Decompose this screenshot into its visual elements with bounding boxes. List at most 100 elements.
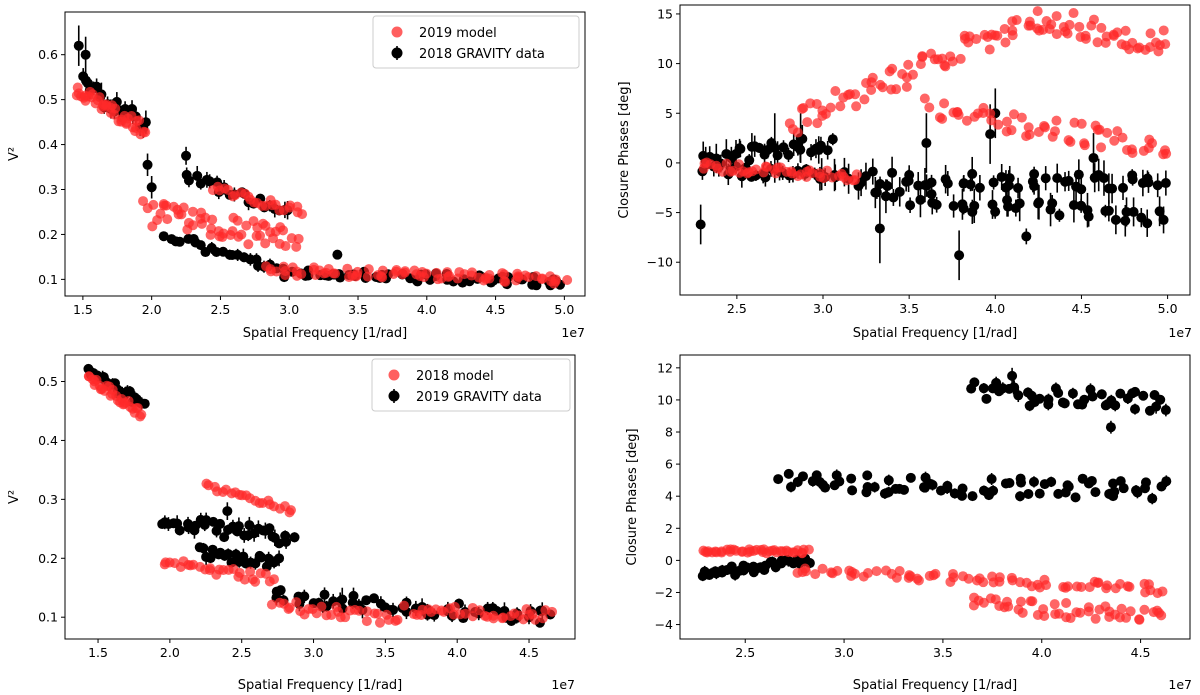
data-point	[181, 150, 192, 161]
data-point	[978, 383, 989, 394]
model-point	[392, 614, 403, 625]
data-point	[1073, 169, 1084, 180]
data-point	[1088, 152, 1099, 163]
data-point	[735, 143, 746, 154]
model-point	[467, 267, 478, 278]
model-point	[907, 69, 918, 80]
data-point	[1083, 478, 1094, 489]
data-point	[375, 598, 386, 609]
y-tick-label: 0.5	[38, 374, 58, 389]
data-point	[1002, 195, 1013, 206]
model-point	[978, 577, 989, 588]
model-point	[802, 117, 813, 128]
model-point	[537, 273, 548, 284]
model-point	[1068, 8, 1079, 19]
x-offset-label: 1e7	[551, 677, 575, 692]
data-point	[905, 472, 916, 483]
data-point	[903, 175, 914, 186]
model-point	[296, 269, 307, 280]
model-point	[1006, 125, 1017, 136]
data-point	[1053, 387, 1064, 398]
x-offset-label: 1e7	[1168, 325, 1192, 340]
model-point	[963, 37, 974, 48]
model-point	[207, 214, 218, 225]
model-point	[1076, 581, 1087, 592]
data-point	[361, 595, 372, 606]
x-tick-label: 1.5	[88, 645, 108, 660]
model-point	[940, 61, 951, 72]
model-point	[1074, 21, 1085, 32]
data-point	[1028, 476, 1039, 487]
model-point	[1092, 124, 1103, 135]
model-point	[287, 262, 298, 273]
data-point	[940, 174, 951, 185]
model-point	[205, 229, 216, 240]
model-point	[830, 85, 841, 96]
model-point	[1100, 37, 1111, 48]
model-point	[919, 93, 930, 104]
model-point	[825, 102, 836, 113]
model-point	[161, 200, 172, 211]
legend-entry-data: 2018 GRAVITY data	[419, 47, 545, 62]
model-point	[1153, 46, 1164, 57]
data-point	[974, 182, 985, 193]
data-point	[1029, 169, 1040, 180]
model-point	[343, 272, 354, 283]
y-tick-label: 8	[665, 425, 673, 440]
model-point	[751, 164, 762, 175]
model-point	[376, 271, 387, 282]
data-point	[834, 476, 845, 487]
data-point	[1121, 206, 1132, 217]
legend-box	[372, 15, 580, 69]
model-point	[812, 118, 823, 129]
model-point	[297, 209, 308, 220]
model-point	[1115, 579, 1126, 590]
model-point	[963, 573, 974, 584]
data-point	[926, 189, 937, 200]
data-point	[921, 138, 932, 149]
model-point	[1145, 28, 1156, 39]
data-point	[1108, 478, 1119, 489]
data-point	[887, 167, 898, 178]
x-tick-label: 3.0	[279, 302, 299, 317]
x-tick-label: 4.5	[519, 645, 539, 660]
data-point	[319, 589, 330, 600]
x-tick-label: 2.0	[142, 302, 162, 317]
data-point	[1009, 382, 1020, 393]
x-tick-label: 2.0	[160, 645, 180, 660]
model-point	[894, 566, 905, 577]
data-point	[205, 553, 216, 564]
model-point	[1039, 574, 1050, 585]
model-point	[498, 612, 509, 623]
data-point	[965, 179, 976, 190]
data-point	[1120, 215, 1131, 226]
data-point	[223, 548, 234, 559]
model-point	[1120, 25, 1131, 36]
model-point	[1092, 577, 1103, 588]
model-point	[818, 173, 829, 184]
panel-cp-2018: 2.5 3.0 3.5 4.0 4.5 5.0 −10 −5 0 5 10 15 Spatial Fr…	[617, 4, 1192, 341]
model-point	[416, 609, 427, 620]
model-point	[452, 273, 463, 284]
y-axis-label: V²	[7, 490, 22, 504]
data-point	[1045, 204, 1056, 215]
data-point	[192, 170, 203, 181]
model-point	[1034, 582, 1045, 593]
data-point	[256, 552, 267, 563]
data-point	[1023, 488, 1034, 499]
data-point	[1158, 214, 1169, 225]
model-point	[917, 51, 928, 62]
y-tick-label: 0.6	[38, 47, 58, 62]
data-point	[778, 142, 789, 153]
model-point	[187, 220, 198, 231]
data-point	[1142, 218, 1153, 229]
model-point	[1088, 14, 1099, 25]
model-point	[1015, 596, 1026, 607]
y-tick-label: 0.5	[38, 92, 58, 107]
model-point	[250, 576, 261, 587]
model-point	[241, 220, 252, 231]
model-point	[400, 266, 411, 277]
model-point	[361, 616, 372, 627]
model-point	[499, 269, 510, 280]
model-point	[1008, 109, 1019, 120]
